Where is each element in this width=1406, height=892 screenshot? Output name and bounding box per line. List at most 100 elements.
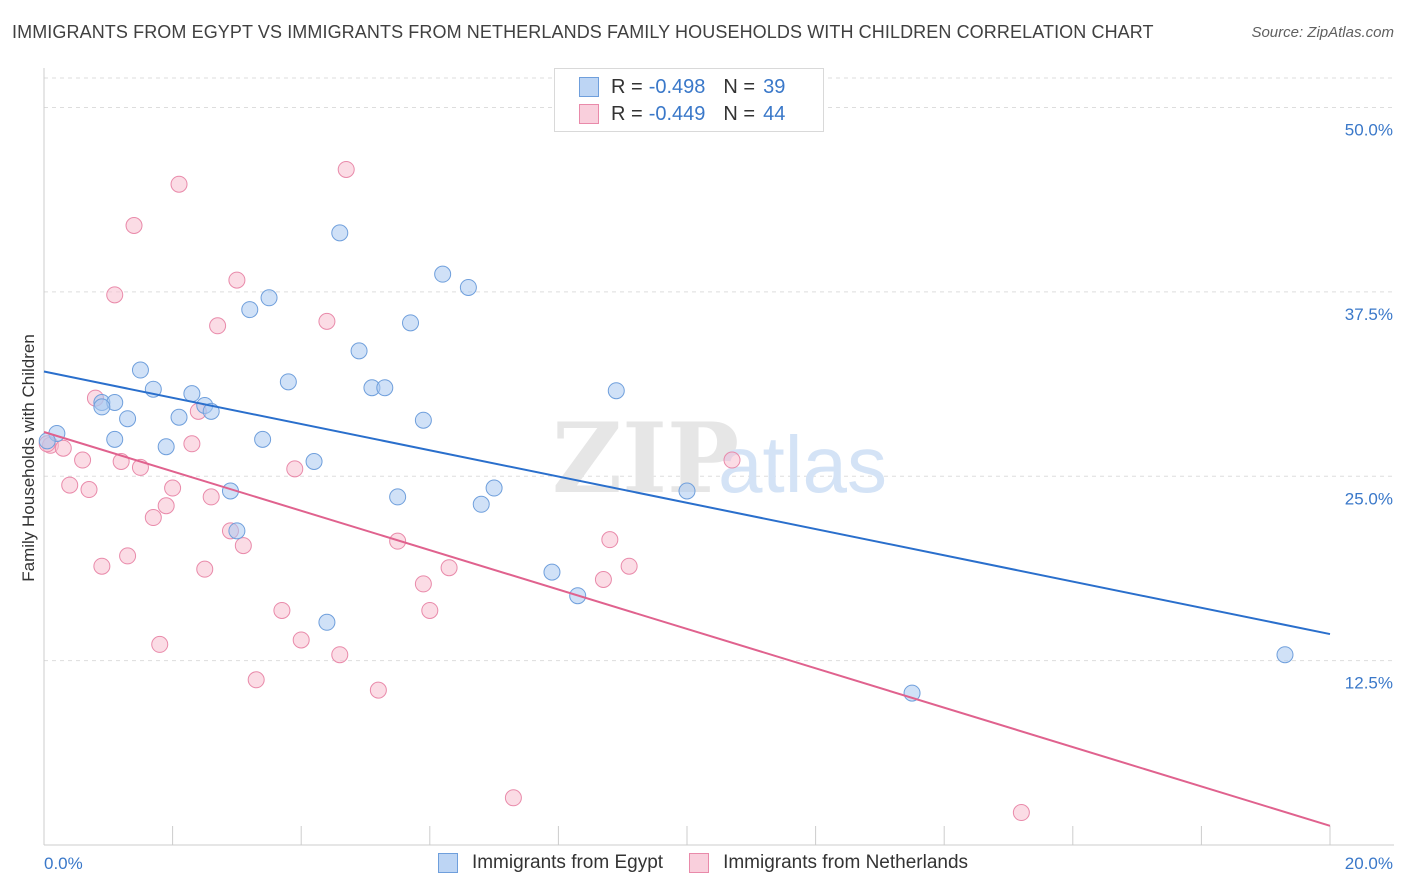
netherlands-point xyxy=(209,317,227,335)
netherlands-point xyxy=(601,531,619,549)
axes xyxy=(43,68,1394,846)
egypt-point xyxy=(414,411,432,429)
egypt-point xyxy=(459,278,477,296)
egypt-point xyxy=(485,479,503,497)
legend-label-netherlands: Immigrants from Netherlands xyxy=(723,852,969,873)
egypt-points xyxy=(38,224,1294,702)
netherlands-point xyxy=(440,559,458,577)
egypt-trend-line xyxy=(43,370,1331,636)
netherlands-point xyxy=(421,601,439,619)
egypt-point xyxy=(402,314,420,332)
netherlands-swatch xyxy=(579,104,599,124)
netherlands-point xyxy=(164,479,182,497)
netherlands-point xyxy=(196,560,214,578)
legend-item-egypt: Immigrants from Egypt xyxy=(437,852,664,874)
netherlands-point xyxy=(318,312,336,330)
r-label: R = xyxy=(611,75,643,98)
netherlands-point xyxy=(170,175,188,193)
netherlands-point xyxy=(594,571,612,588)
netherlands-point xyxy=(93,557,111,575)
y-tick-label: 12.5% xyxy=(1345,674,1393,693)
trend-lines xyxy=(43,370,1331,827)
netherlands-point xyxy=(369,681,387,699)
egypt-point xyxy=(254,430,272,448)
netherlands-point xyxy=(61,476,79,494)
netherlands-point xyxy=(1012,804,1030,822)
netherlands-point xyxy=(106,286,124,304)
y-tick-label: 50.0% xyxy=(1345,121,1393,140)
netherlands-point xyxy=(54,439,72,457)
netherlands-point xyxy=(504,789,522,807)
watermark-atlas: atlas xyxy=(718,420,887,509)
egypt-point xyxy=(241,301,259,319)
egypt-point xyxy=(305,453,323,470)
netherlands-point xyxy=(202,488,220,506)
egypt-point xyxy=(350,342,368,360)
netherlands-trend-line xyxy=(43,431,1331,827)
egypt-point xyxy=(607,382,625,400)
egypt-point xyxy=(331,224,349,242)
netherlands-point xyxy=(144,509,162,527)
watermark-zip: ZIP xyxy=(552,402,739,515)
netherlands-point xyxy=(228,271,246,289)
egypt-point xyxy=(376,379,394,397)
netherlands-point xyxy=(234,537,252,555)
source-label: Source: ZipAtlas.com xyxy=(1251,24,1394,41)
netherlands-point xyxy=(183,435,201,453)
n-value: 39 xyxy=(763,75,786,98)
netherlands-point xyxy=(273,601,291,619)
r-value: -0.498 xyxy=(648,75,706,98)
egypt-point xyxy=(318,613,336,631)
egypt-point xyxy=(157,438,175,456)
r-value: -0.449 xyxy=(648,102,706,125)
netherlands-point xyxy=(414,575,432,593)
egypt-point xyxy=(260,289,278,307)
legend-row-egypt: R = -0.498 N = 39 xyxy=(579,74,785,100)
n-label: N = xyxy=(723,102,756,125)
netherlands-swatch xyxy=(689,853,710,873)
x-tick-label: 0.0% xyxy=(44,854,83,873)
egypt-swatch xyxy=(579,77,599,97)
egypt-point xyxy=(434,265,452,283)
netherlands-point xyxy=(723,451,741,469)
y-tick-label: 25.0% xyxy=(1345,489,1393,508)
netherlands-point xyxy=(119,547,137,565)
n-value: 44 xyxy=(763,102,786,125)
egypt-point xyxy=(543,563,561,581)
netherlands-point xyxy=(286,460,304,478)
egypt-point xyxy=(389,488,407,506)
egypt-point xyxy=(678,482,696,500)
netherlands-point xyxy=(125,217,143,234)
legend-item-netherlands: Immigrants from Netherlands xyxy=(689,852,968,874)
netherlands-point xyxy=(80,481,98,499)
egypt-point xyxy=(183,385,201,403)
y-tick-label: 37.5% xyxy=(1345,305,1393,324)
chart-title: IMMIGRANTS FROM EGYPT VS IMMIGRANTS FROM… xyxy=(12,22,1154,42)
r-label: R = xyxy=(611,102,643,125)
egypt-point xyxy=(228,522,246,540)
egypt-point xyxy=(170,408,188,426)
legend-label-egypt: Immigrants from Egypt xyxy=(471,852,664,873)
legend-row-netherlands: R = -0.449 N = 44 xyxy=(579,101,785,127)
netherlands-point xyxy=(157,497,175,515)
netherlands-point xyxy=(620,557,638,575)
egypt-point xyxy=(106,430,124,448)
y-axis-label: Family Households with Children xyxy=(19,334,38,582)
netherlands-point xyxy=(151,635,169,653)
grid-lines xyxy=(44,77,1394,662)
netherlands-point xyxy=(247,671,265,689)
egypt-point xyxy=(131,361,149,379)
egypt-point xyxy=(279,373,297,391)
egypt-point xyxy=(93,398,111,416)
netherlands-point xyxy=(337,160,355,178)
n-label: N = xyxy=(723,75,756,98)
x-tick-label: 20.0% xyxy=(1345,854,1393,873)
egypt-point xyxy=(472,495,490,513)
netherlands-point xyxy=(331,646,349,664)
tick-labels: 12.5% 25.0% 37.5% 50.0% 0.0% 20.0% xyxy=(44,121,1393,874)
series-legend: Immigrants from Egypt Immigrants from Ne… xyxy=(0,852,1406,874)
egypt-point xyxy=(1276,646,1294,664)
stats-legend: R = -0.498 N = 39 R = -0.449 N = 44 xyxy=(554,68,824,132)
